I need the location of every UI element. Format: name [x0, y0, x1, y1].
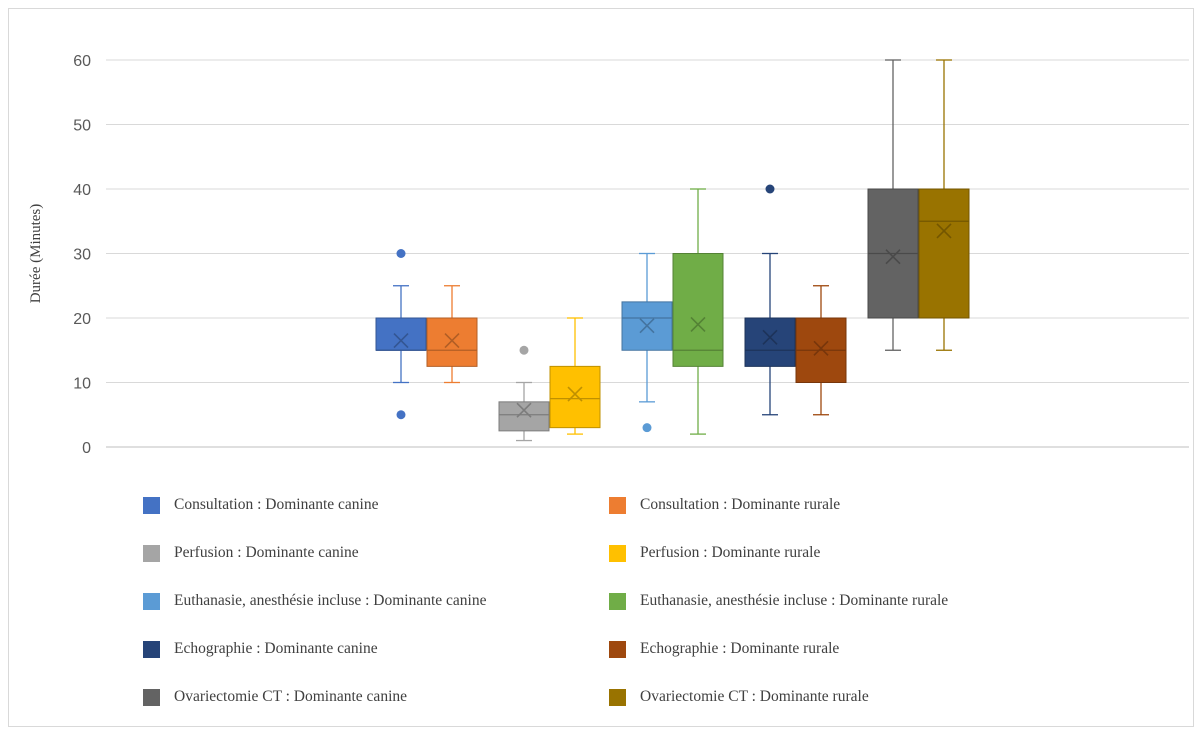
box-4 [549, 317, 601, 435]
legend-swatch [143, 544, 160, 562]
legend-swatch [609, 640, 626, 658]
box-10 [918, 59, 970, 351]
outlier-point [642, 423, 652, 433]
mean-marker [444, 333, 460, 349]
y-tick-label: 50 [73, 118, 91, 135]
mean-marker [516, 402, 532, 418]
y-tick-label: 30 [73, 247, 91, 264]
y-tick-label: 10 [73, 376, 91, 393]
legend-label: Perfusion : Dominante rurale [640, 544, 821, 561]
box-5 [621, 252, 673, 433]
outlier-point [765, 184, 775, 194]
mean-marker [567, 386, 583, 402]
box-body [498, 401, 550, 432]
box-body [375, 317, 427, 351]
box-body [918, 188, 970, 319]
legend-swatch [609, 544, 626, 562]
legend-swatch [143, 688, 160, 706]
legend-item: Ovariectomie CT : Dominante canine [143, 685, 407, 709]
box-body [426, 317, 478, 367]
y-tick-label: 20 [73, 311, 91, 328]
box-7 [744, 184, 796, 416]
box-body [744, 317, 796, 367]
y-tick-label: 60 [73, 53, 91, 70]
legend-item: Euthanasie, anesthésie incluse : Dominan… [609, 589, 948, 613]
legend-label: Perfusion : Dominante canine [174, 544, 359, 561]
legend-swatch [609, 592, 626, 610]
outlier-point [396, 249, 406, 258]
legend-label: Euthanasie, anesthésie incluse : Dominan… [640, 592, 949, 609]
box-6 [672, 188, 724, 435]
legend-item: Perfusion : Dominante rurale [609, 541, 820, 565]
chart-area: 0 10 20 30 40 50 60 Durée (Minutes) Consultatio… [8, 8, 1194, 727]
plot-area: 0 10 20 30 40 50 60 Durée (Minutes) [28, 53, 1189, 457]
legend-item: Echographie : Dominante rurale [609, 637, 839, 661]
y-axis-title: Durée (Minutes) [28, 204, 44, 304]
mean-marker [885, 249, 901, 265]
outlier-point [519, 345, 529, 355]
box-body [672, 253, 724, 367]
legend-item: Consultation : Dominante canine [143, 493, 378, 517]
legend-item: Consultation : Dominante rurale [609, 493, 840, 517]
legend-label: Consultation : Dominante canine [174, 496, 379, 513]
box-2 [426, 285, 478, 384]
legend-item: Ovariectomie CT : Dominante rurale [609, 685, 869, 709]
legend-item: Echographie : Dominante canine [143, 637, 378, 661]
mean-marker [393, 333, 409, 349]
legend-item: Perfusion : Dominante canine [143, 541, 359, 565]
legend-label: Echographie : Dominante rurale [640, 640, 840, 657]
y-tick-label: 40 [73, 182, 91, 199]
legend-label: Ovariectomie CT : Dominante rurale [640, 688, 869, 705]
legend-label: Ovariectomie CT : Dominante canine [174, 688, 407, 705]
y-tick-label: 0 [82, 440, 91, 457]
box-8 [795, 285, 847, 416]
legend-swatch [609, 496, 626, 514]
legend-swatch [609, 688, 626, 706]
outlier-point [396, 410, 406, 420]
legend-item: Euthanasie, anesthésie incluse : Dominan… [143, 589, 486, 613]
box-3 [498, 345, 550, 442]
box-body [549, 365, 601, 429]
legend-label: Consultation : Dominante rurale [640, 496, 841, 513]
legend-label: Echographie : Dominante canine [174, 640, 378, 657]
legend-label: Euthanasie, anesthésie incluse : Dominan… [174, 592, 487, 609]
mean-marker [762, 329, 778, 345]
box-9 [867, 59, 919, 351]
mean-marker [690, 316, 706, 333]
mean-marker [639, 318, 655, 334]
legend-swatch [143, 640, 160, 658]
box-1 [375, 249, 427, 420]
legend-swatch [143, 592, 160, 610]
legend-swatch [143, 496, 160, 514]
mean-marker [936, 223, 952, 239]
mean-marker [813, 340, 829, 356]
